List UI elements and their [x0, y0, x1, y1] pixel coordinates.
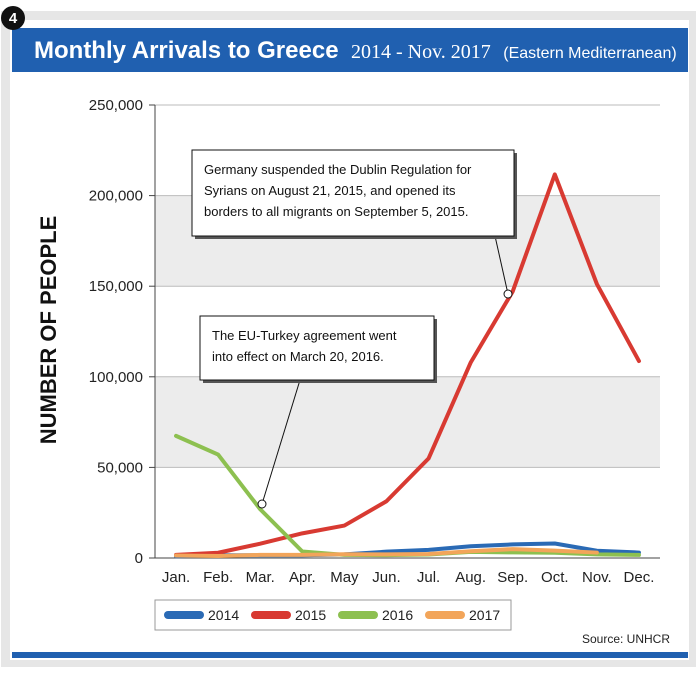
x-tick-label: Nov.: [582, 569, 612, 586]
annotation-text: into effect on March 20, 2016.: [212, 349, 384, 364]
annotation-text: borders to all migrants on September 5, …: [204, 204, 468, 219]
callout-dot: [257, 499, 267, 509]
legend-label: 2016: [382, 607, 413, 623]
x-tick-label: Sep.: [497, 569, 528, 586]
figure-number: 4: [9, 10, 18, 27]
callout-dot: [503, 289, 513, 299]
figure-badge: [1, 6, 25, 30]
annotation-text: Syrians on August 21, 2015, and opened i…: [204, 183, 456, 198]
legend-label: 2014: [208, 607, 239, 623]
series-line: [174, 547, 599, 559]
x-tick-label: Feb.: [203, 569, 233, 586]
callout-line: [261, 379, 301, 505]
y-axis-label: NUMBER OF PEOPLE: [36, 216, 61, 445]
x-tick-label: Dec.: [624, 569, 655, 586]
x-tick-label: Jun.: [372, 569, 400, 586]
title-bar: [12, 28, 688, 72]
subtitle: 2014 - Nov. 2017: [351, 41, 491, 63]
annotation-text: The EU-Turkey agreement went: [212, 328, 397, 343]
source: Source: UNHCR: [582, 632, 670, 646]
y-tick-label: 150,000: [89, 278, 143, 295]
title: Monthly Arrivals to Greece: [34, 37, 339, 64]
y-tick-label: 0: [135, 550, 143, 567]
region: (Eastern Mediterranean): [503, 45, 676, 62]
callout-box: [199, 315, 435, 381]
legend-label: 2015: [295, 607, 326, 623]
x-tick-label: Apr.: [289, 569, 316, 586]
x-tick-label: Oct.: [541, 569, 569, 586]
y-tick-label: 250,000: [89, 97, 143, 114]
x-tick-label: Mar.: [246, 569, 275, 586]
x-tick-label: May: [330, 569, 359, 586]
callout-box: [191, 149, 515, 237]
grid-band: [155, 376, 660, 468]
y-tick-label: 200,000: [89, 188, 143, 205]
x-tick-label: Jul.: [417, 569, 440, 586]
bottom-bar: [12, 652, 688, 658]
annotation-text: Germany suspended the Dublin Regulation …: [204, 162, 472, 177]
legend-label: 2017: [469, 607, 500, 623]
chart-title: Monthly Arrivals to Greece 2014 - Nov. 2…: [34, 37, 677, 64]
series-line: [174, 172, 641, 557]
y-tick-label: 50,000: [97, 459, 143, 476]
x-tick-label: Aug.: [455, 569, 486, 586]
callout-line: [494, 235, 509, 295]
y-tick-label: 100,000: [89, 369, 143, 386]
x-tick-label: Jan.: [162, 569, 190, 586]
